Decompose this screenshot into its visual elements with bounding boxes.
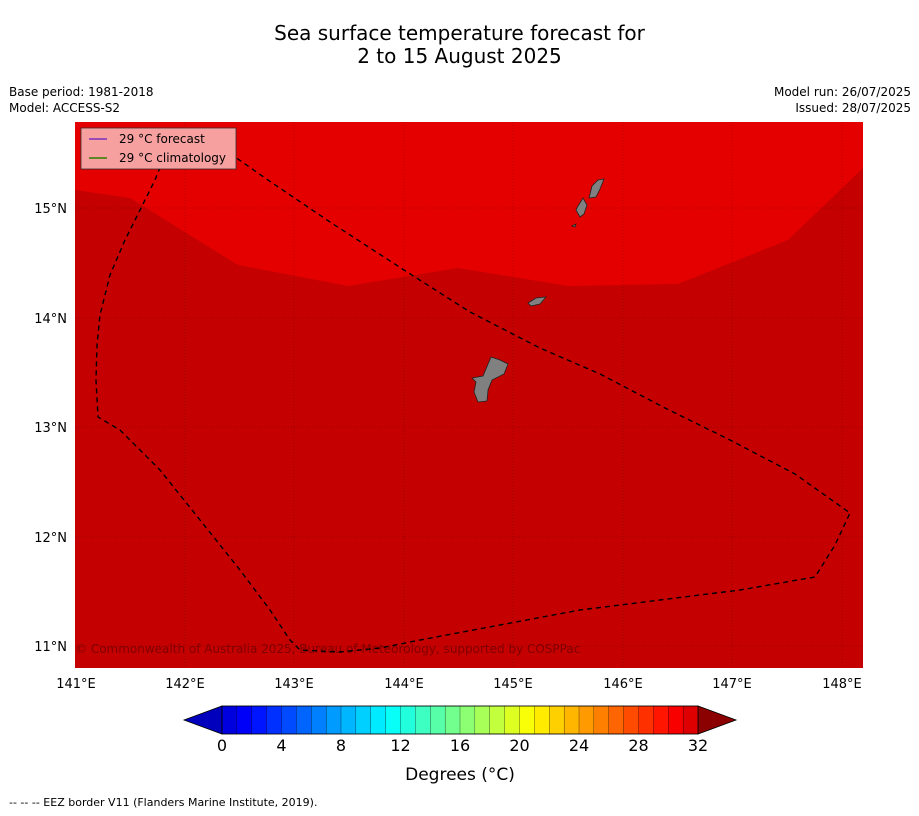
eez-border [95, 139, 851, 653]
colorbar-swatch [653, 705, 669, 735]
band-29-30 [75, 168, 863, 668]
rota-island [527, 296, 547, 307]
colorbar-swatch [563, 705, 580, 735]
colorbar-swatch [444, 705, 461, 735]
islands [471, 178, 605, 403]
copyright-text: © Commonwealth of Australia 2025, Bureau… [75, 642, 580, 656]
meta-right: Model run: 26/07/2025 Issued: 28/07/2025 [774, 84, 911, 116]
colorbar-swatch [474, 705, 491, 735]
map-panel: 29 °C forecast 29 °C climatology © Commo… [75, 122, 863, 668]
legend: 29 °C forecast 29 °C climatology [80, 127, 237, 170]
model-name: Model: ACCESS-S2 [9, 101, 121, 115]
lat-tick-14: 14°N [34, 312, 67, 327]
colorbar-swatch [251, 705, 268, 735]
colorbar-swatch [311, 705, 327, 735]
model-run: Model run: 26/07/2025 [773, 85, 911, 99]
base-period: Base period: 1981-2018 [9, 85, 154, 99]
colorbar-tick-label: 24 [569, 736, 589, 755]
colorbar-swatch [534, 705, 550, 735]
meta-left: Base period: 1981-2018 Model: ACCESS-S2 [9, 84, 154, 116]
latitude-axis: 11°N 12°N 13°N 14°N 15°N [34, 202, 67, 655]
colorbar-swatch [578, 705, 595, 735]
colorbar-swatch [340, 705, 357, 735]
lon-tick-144: 144°E [384, 677, 424, 692]
colorbar-swatch [623, 705, 639, 735]
colorbar-swatch [221, 705, 238, 735]
colorbar-swatch [519, 705, 535, 735]
eez-footnote: -- -- -- EEZ border V11 (Flanders Marine… [9, 796, 318, 809]
colorbar-frame [221, 705, 699, 735]
colorbar-tick-label: 32 [688, 736, 708, 755]
colorbar-swatch [296, 705, 312, 735]
colorbar-swatch [266, 705, 282, 735]
colorbar-swatch [459, 705, 476, 735]
title-line-1: Sea surface temperature forecast for [274, 21, 645, 45]
title-line-2: 2 to 15 August 2025 [357, 44, 562, 68]
colorbar-swatch [281, 705, 297, 735]
colorbar-swatch [355, 705, 372, 735]
lon-tick-146: 146°E [603, 677, 643, 692]
colorbar-tick-label: 28 [628, 736, 648, 755]
colorbar-swatch [370, 705, 387, 735]
colorbar-tick-label: 16 [450, 736, 470, 755]
colorbar-swatch [415, 705, 431, 735]
lat-tick-12: 12°N [34, 531, 67, 546]
issued-date: Issued: 28/07/2025 [795, 101, 911, 115]
map-title: Sea surface temperature forecast for 2 t… [0, 22, 919, 68]
lon-tick-142: 142°E [165, 677, 205, 692]
colorbar-title: Degrees (°C) [405, 765, 515, 785]
colorbar-min-extend [182, 705, 223, 735]
colorbar-swatch [504, 705, 520, 735]
lon-tick-148: 148°E [822, 677, 862, 692]
lat-tick-15: 15°N [34, 202, 67, 217]
colorbar-tick-label: 8 [336, 736, 346, 755]
lon-tick-141: 141°E [56, 677, 96, 692]
lon-tick-147: 147°E [712, 677, 752, 692]
colorbar-swatch [385, 705, 401, 735]
colorbar-tick-label: 12 [390, 736, 410, 755]
graticule [75, 122, 863, 668]
colorbar-swatch [400, 705, 416, 735]
colorbar-swatch [638, 705, 654, 735]
colorbar-max-extend [697, 705, 738, 735]
colorbar-tick-label: 0 [217, 736, 227, 755]
colorbar-swatch [549, 705, 565, 735]
colorbar-swatch [489, 705, 506, 735]
aguijan-island [570, 223, 577, 228]
longitude-axis: 141°E 142°E 143°E 144°E 145°E 146°E 147°… [56, 677, 862, 692]
colorbar: 0 4 8 12 16 20 24 28 32 Degrees (°C) [182, 705, 738, 785]
guam-island [471, 356, 509, 403]
legend-climatology-label: 29 °C climatology [119, 151, 226, 165]
saipan-island [588, 178, 605, 199]
lon-tick-145: 145°E [493, 677, 533, 692]
colorbar-swatch [430, 705, 446, 735]
colorbar-swatch [236, 705, 253, 735]
colorbar-tick-label: 20 [509, 736, 529, 755]
colorbar-swatch [682, 705, 699, 735]
colorbar-swatch [593, 705, 610, 735]
lat-tick-13: 13°N [34, 421, 67, 436]
colorbar-tick-label: 4 [276, 736, 286, 755]
colorbar-swatch [668, 705, 684, 735]
colorbar-swatch [608, 705, 625, 735]
legend-forecast-label: 29 °C forecast [119, 132, 205, 146]
lat-tick-11: 11°N [34, 640, 67, 655]
lon-tick-143: 143°E [274, 677, 314, 692]
colorbar-swatch [325, 705, 342, 735]
tinian-island [575, 197, 588, 218]
